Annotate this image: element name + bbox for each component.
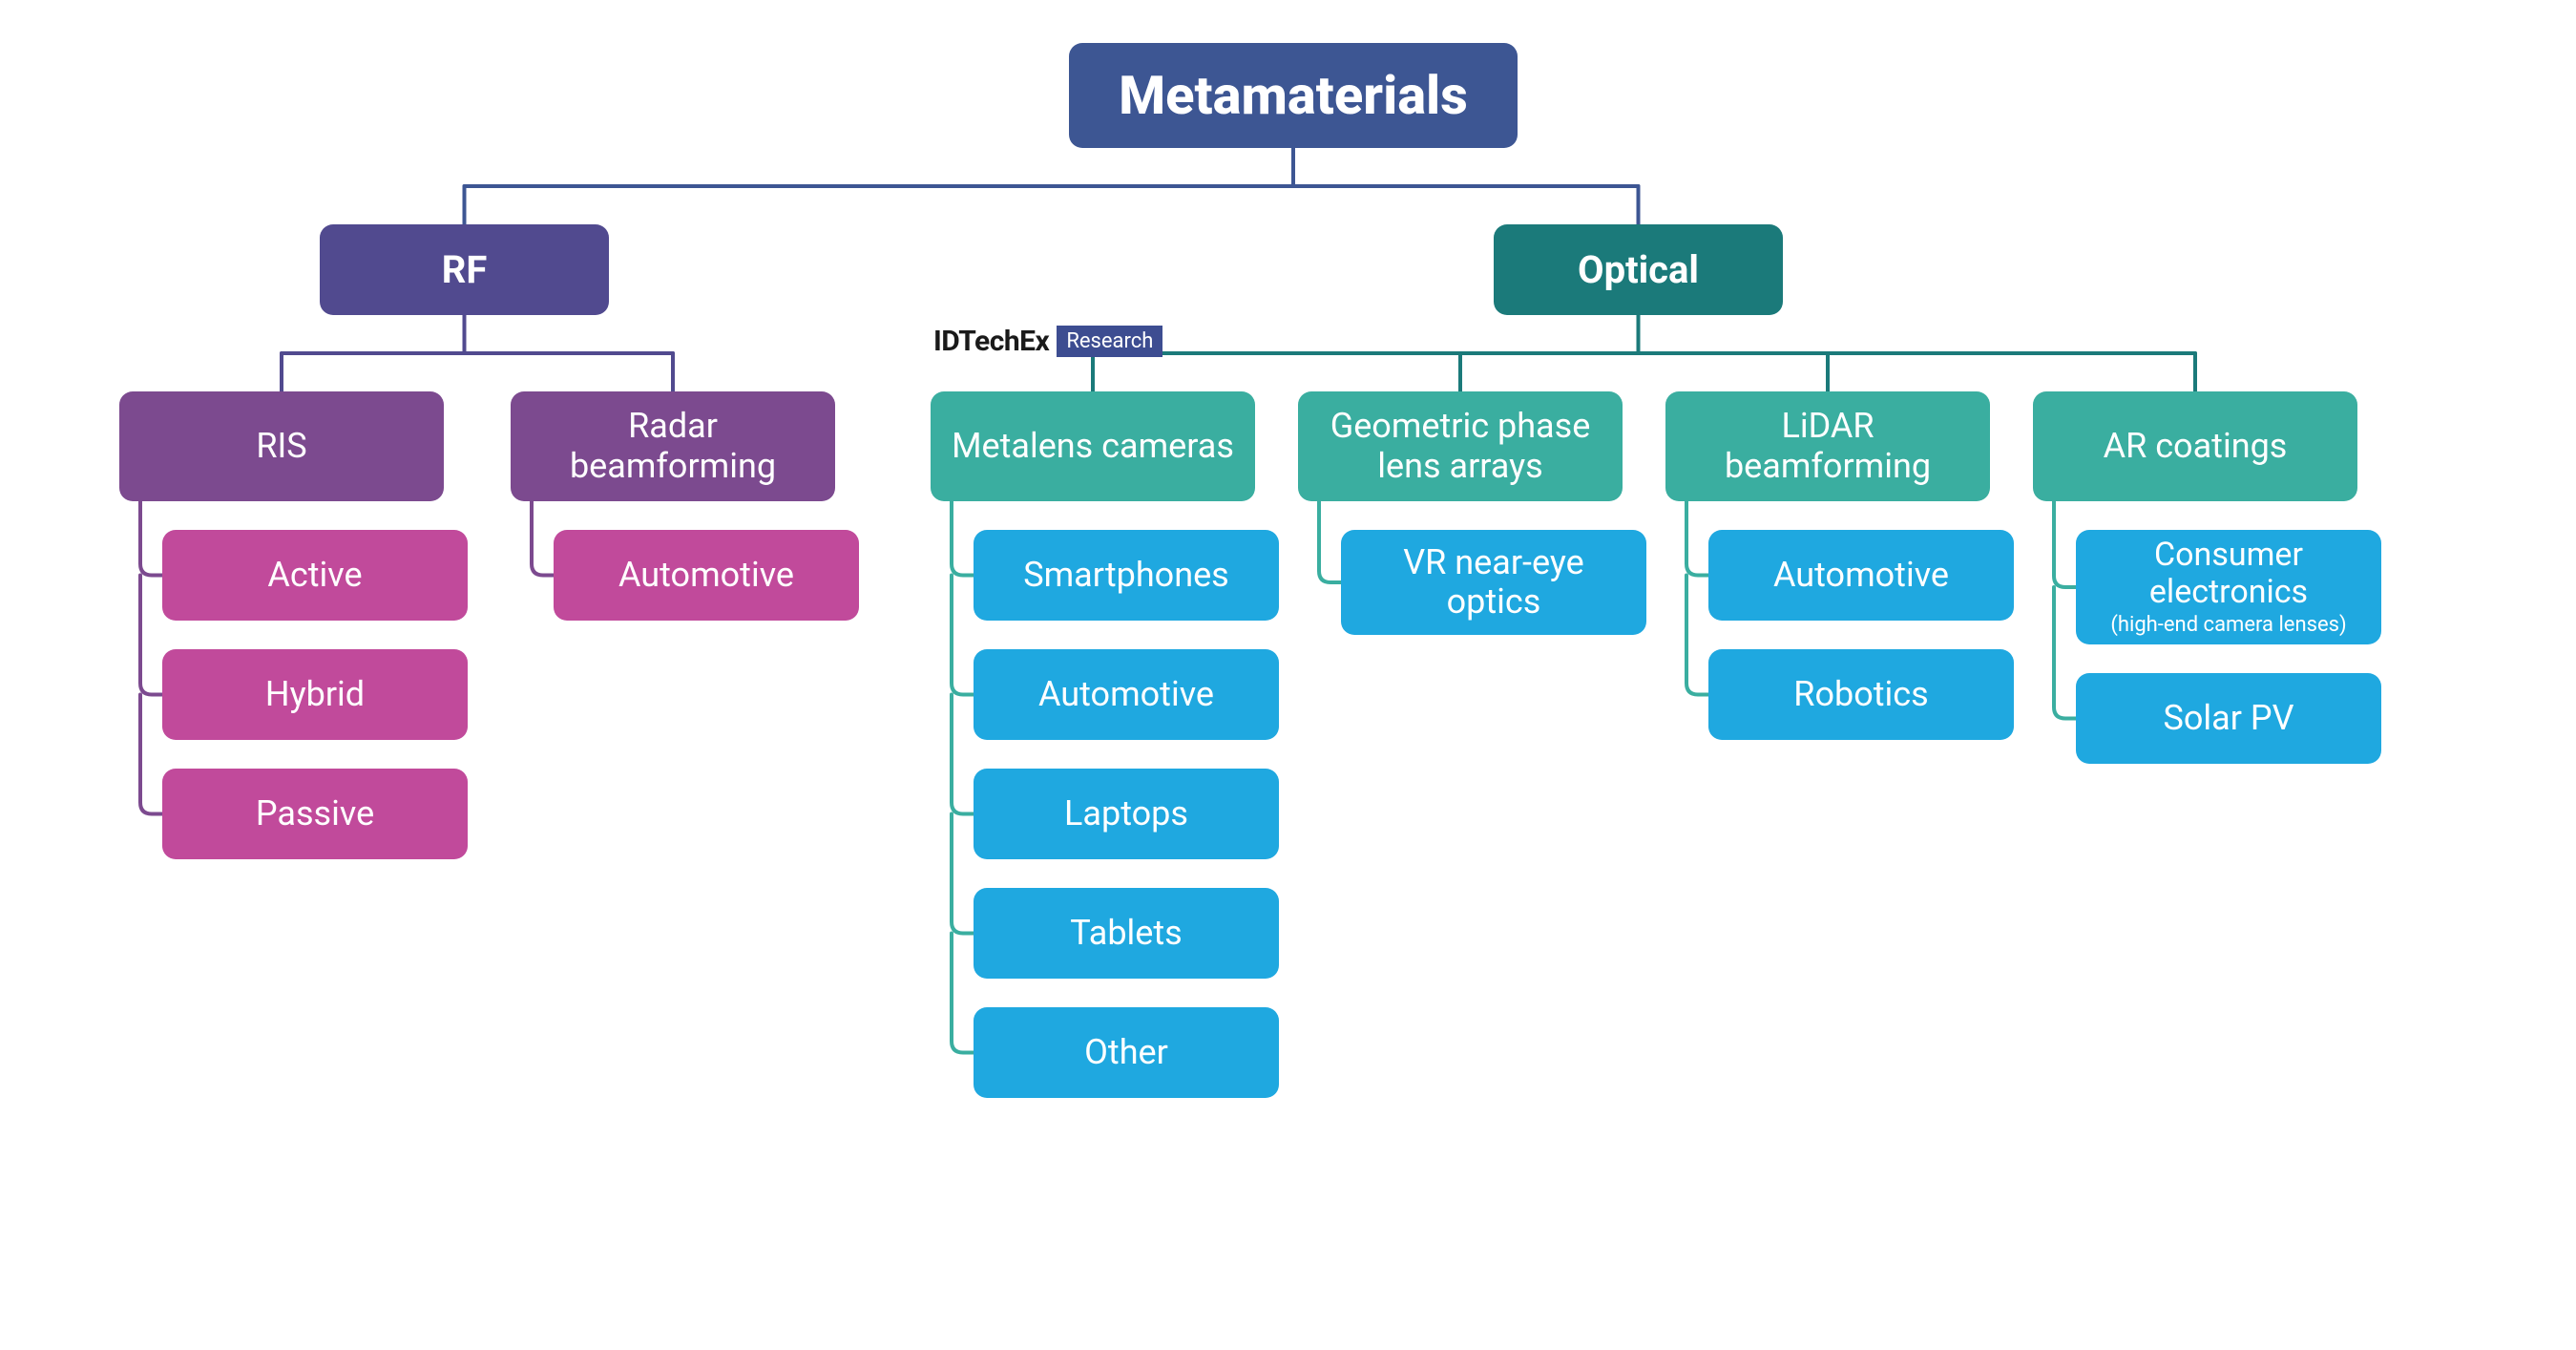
optical-ar-leaf-1-label: Solar PV — [2163, 699, 2293, 738]
root-label: Metamaterials — [1119, 65, 1468, 126]
optical-label: Optical — [1578, 248, 1699, 292]
optical-lidar-leaf-0: Automotive — [1708, 530, 2014, 621]
optical-child-1: Geometric phase lens arrays — [1298, 391, 1623, 501]
optical-metalens-leaf-0: Smartphones — [974, 530, 1279, 621]
rf-child-1-label: Radar beamforming — [522, 407, 824, 486]
optical-child-3: AR coatings — [2033, 391, 2357, 501]
rf-radar-leaf-0-label: Automotive — [618, 556, 794, 595]
rf-child-1: Radar beamforming — [511, 391, 835, 501]
idtechex-watermark: IDTechEx Research — [933, 325, 1162, 358]
rf-ris-leaf-2: Passive — [162, 769, 468, 859]
optical-metalens-leaf-2-label: Laptops — [1064, 794, 1188, 833]
rf-ris-leaf-1: Hybrid — [162, 649, 468, 740]
rf-node: RF — [320, 224, 609, 315]
rf-child-0-label: RIS — [256, 427, 306, 466]
rf-ris-leaf-0-label: Active — [267, 556, 362, 595]
optical-ar-leaf-0-label: Consumer electronics — [2087, 537, 2370, 611]
optical-metalens-leaf-1: Automotive — [974, 649, 1279, 740]
optical-child-0: Metalens cameras — [931, 391, 1255, 501]
rf-ris-leaf-0: Active — [162, 530, 468, 621]
optical-lidar-leaf-1-label: Robotics — [1793, 675, 1928, 714]
optical-geophase-leaf-0-label: VR near-eye optics — [1352, 543, 1635, 622]
watermark-tag: Research — [1057, 326, 1162, 357]
optical-ar-leaf-1: Solar PV — [2076, 673, 2381, 764]
optical-child-0-label: Metalens cameras — [952, 427, 1234, 466]
root-node: Metamaterials — [1069, 43, 1518, 148]
optical-metalens-leaf-4: Other — [974, 1007, 1279, 1098]
rf-child-0: RIS — [119, 391, 444, 501]
optical-child-2-label: LiDAR beamforming — [1677, 407, 1979, 486]
optical-child-2: LiDAR beamforming — [1665, 391, 1990, 501]
optical-metalens-leaf-3-label: Tablets — [1070, 914, 1183, 953]
optical-lidar-leaf-0-label: Automotive — [1773, 556, 1949, 595]
optical-ar-leaf-0: Consumer electronics(high-end camera len… — [2076, 530, 2381, 644]
optical-node: Optical — [1494, 224, 1783, 315]
optical-metalens-leaf-1-label: Automotive — [1038, 675, 1214, 714]
rf-ris-leaf-2-label: Passive — [256, 794, 374, 833]
rf-label: RF — [442, 248, 488, 292]
optical-metalens-leaf-2: Laptops — [974, 769, 1279, 859]
optical-ar-leaf-0-sublabel: (high-end camera lenses) — [2110, 613, 2346, 637]
optical-child-1-label: Geometric phase lens arrays — [1309, 407, 1611, 486]
optical-geophase-leaf-0: VR near-eye optics — [1341, 530, 1646, 635]
rf-radar-leaf-0: Automotive — [554, 530, 859, 621]
optical-metalens-leaf-4-label: Other — [1084, 1033, 1168, 1072]
watermark-brand: IDTechEx — [933, 325, 1049, 358]
optical-metalens-leaf-3: Tablets — [974, 888, 1279, 979]
optical-child-3-label: AR coatings — [2104, 427, 2288, 466]
rf-ris-leaf-1-label: Hybrid — [265, 675, 365, 714]
optical-metalens-leaf-0-label: Smartphones — [1023, 556, 1229, 595]
optical-lidar-leaf-1: Robotics — [1708, 649, 2014, 740]
